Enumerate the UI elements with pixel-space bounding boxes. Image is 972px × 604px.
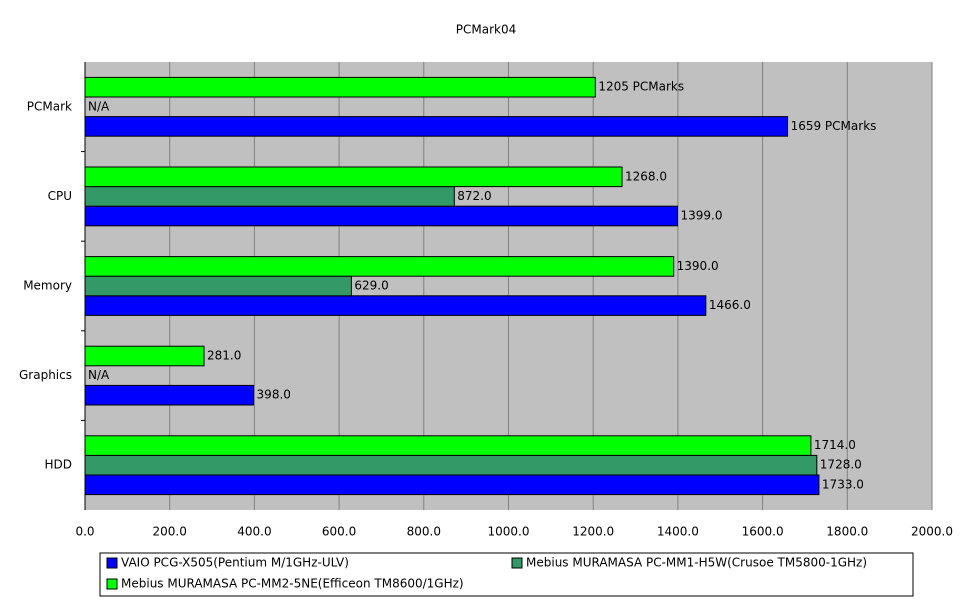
legend-swatch bbox=[511, 557, 523, 569]
y-tick-label: PCMark bbox=[27, 99, 72, 113]
value-label: 629.0 bbox=[354, 279, 388, 293]
y-tick-label: CPU bbox=[48, 189, 72, 203]
x-tick-label: 1800.0 bbox=[826, 525, 868, 539]
value-label: 1268.0 bbox=[625, 169, 667, 183]
value-label: 1466.0 bbox=[709, 298, 751, 312]
legend bbox=[99, 552, 914, 597]
x-tick-label: 800.0 bbox=[407, 525, 441, 539]
x-tick-label: 400.0 bbox=[237, 525, 271, 539]
value-label: 1728.0 bbox=[820, 458, 862, 472]
bar bbox=[84, 166, 623, 188]
chart-title: PCMark04 bbox=[456, 23, 516, 37]
bar bbox=[84, 435, 812, 456]
bar bbox=[84, 116, 789, 137]
value-label: 1205 PCMarks bbox=[598, 80, 684, 94]
value-label: 398.0 bbox=[257, 388, 291, 402]
x-tick-label: 1600.0 bbox=[742, 525, 784, 539]
bar bbox=[84, 186, 455, 207]
x-tick-label: 1000.0 bbox=[488, 525, 530, 539]
value-label: 1733.0 bbox=[822, 477, 864, 491]
x-tick-label: 2000.0 bbox=[911, 525, 953, 539]
value-label: 1390.0 bbox=[677, 259, 719, 273]
value-label: 281.0 bbox=[207, 349, 241, 363]
value-label: 1659 PCMarks bbox=[791, 119, 877, 133]
bar bbox=[84, 76, 596, 98]
bar bbox=[84, 345, 205, 367]
bar bbox=[84, 384, 255, 406]
bar bbox=[84, 205, 678, 227]
bar bbox=[84, 256, 675, 277]
x-tick-label: 600.0 bbox=[322, 525, 356, 539]
x-tick-label: 1200.0 bbox=[572, 525, 614, 539]
value-label: N/A bbox=[88, 368, 110, 382]
x-tick-label: 200.0 bbox=[153, 525, 187, 539]
legend-swatch bbox=[106, 578, 118, 590]
value-label: 1399.0 bbox=[680, 209, 722, 223]
legend-swatch bbox=[106, 557, 118, 569]
value-label: 1714.0 bbox=[814, 438, 856, 452]
bar bbox=[84, 275, 352, 297]
bar bbox=[84, 454, 818, 476]
value-label: N/A bbox=[88, 99, 110, 113]
legend-label: Mebius MURAMASA PC-MM2-5NE(Efficeon TM86… bbox=[121, 577, 464, 591]
legend-label: Mebius MURAMASA PC-MM1-H5W(Crusoe TM5800… bbox=[526, 556, 867, 570]
bar bbox=[84, 474, 820, 496]
x-tick-label: 1400.0 bbox=[657, 525, 699, 539]
y-tick-label: Memory bbox=[23, 279, 72, 293]
y-tick-label: HDD bbox=[44, 458, 72, 472]
y-tick-label: Graphics bbox=[19, 368, 72, 382]
legend-label: VAIO PCG-X505(Pentium M/1GHz-ULV) bbox=[121, 556, 349, 570]
bar bbox=[84, 295, 707, 316]
value-label: 872.0 bbox=[457, 189, 491, 203]
x-tick-label: 0.0 bbox=[75, 525, 94, 539]
